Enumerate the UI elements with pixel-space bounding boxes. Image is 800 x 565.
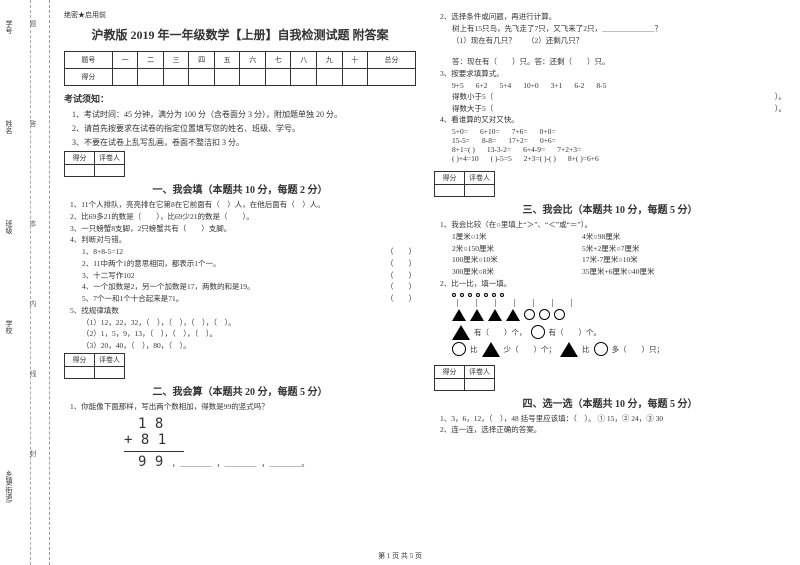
- notice-heading: 考试须知：: [64, 92, 416, 105]
- s1-q5: 5、找规律填数: [70, 306, 416, 316]
- s3-q2: 2、比一比，填一填。: [440, 279, 786, 289]
- s1-q4: 4、判断对与错。: [70, 235, 416, 245]
- page-footer: 第 1 页 共 5 页: [0, 551, 800, 561]
- gutter-label-class: 班级: [4, 220, 14, 234]
- s2-q2a: 树上有15只鸟，先飞走了7只，又飞来了2只，＿＿＿＿＿＿＿？: [452, 24, 786, 34]
- s1-q3: 3、一只螃蟹8支脚，2只螃蟹共有（ ）支脚。: [70, 224, 416, 234]
- section-4-title: 四、选一选（本题共 10 分，每题 5 分）: [434, 395, 786, 410]
- scorer-box-1: 得分评卷人: [64, 151, 125, 177]
- score-header-row: 题号 一 二 三 四 五 六 七 八 九 十 总分: [65, 52, 416, 69]
- triangle-icon: [452, 309, 466, 321]
- s2-q1: 1、你能像下面那样，写出两个数相加，得数是99的竖式吗？: [70, 402, 416, 412]
- scorer-box-2: 得分评卷人: [64, 353, 125, 379]
- column-right: 2、选择条件或问题，再进行计算。 树上有15只鸟，先飞走了7只，又飞来了2只，＿…: [434, 10, 786, 561]
- s2-q2: 2、选择条件或问题，再进行计算。: [440, 12, 786, 22]
- section-3-title: 三、我会比（本题共 10 分，每题 5 分）: [434, 201, 786, 216]
- score-table: 题号 一 二 三 四 五 六 七 八 九 十 总分 得分: [64, 51, 416, 86]
- secret-label: 绝密★启用前: [64, 10, 416, 20]
- s4-q1: 1、3，6，12，（ ），48 括号里应该填：（ ）。 ① 15，② 24，③ …: [440, 414, 786, 424]
- binding-gutter: 学号 题 姓名 答 班级 本 学校 内 线 乡镇(街道) 封: [0, 0, 50, 565]
- notice-1: 1、考试时间：45 分钟，满分为 100 分（含卷面分 3 分），附加题单独 2…: [72, 109, 416, 120]
- s3-q1: 1、我会比较（在○里填上“＞”、“＜”或“＝”）。: [440, 220, 786, 230]
- s2-q2b: （1）现在有几只？ （2）还剩几只？: [452, 36, 786, 46]
- circle-icon: [531, 325, 545, 339]
- section-2-title: 二、我会算（本题共 20 分，每题 5 分）: [64, 383, 416, 398]
- s1-q1: 1、11个人排队，亮亮排在它第8在它前面有（ ）人，在他后面有（ ）人。: [70, 200, 416, 210]
- s1-q5-b: （2）1，5，9，13，（ ），（ ），（ ）。: [82, 329, 416, 339]
- s2-q3: 3、按要求填算式。: [440, 69, 786, 79]
- gutter-label-school: 学校: [4, 320, 14, 334]
- s1-tf-3: 3、十二写作102（ ）: [82, 271, 416, 281]
- gutter-label-id: 学号: [4, 20, 14, 34]
- s1-q5-c: （3）20，40，（ ），80，（ ）。: [82, 341, 416, 351]
- s1-q2: 2、比69多21的数是（ ），比69少21的数是（ ）。: [70, 212, 416, 222]
- s2-q4: 4、看谁算的又对又快。: [440, 115, 786, 125]
- circle-icon: [524, 309, 535, 320]
- section-1-title: 一、我会填（本题共 10 分，每题 2 分）: [64, 181, 416, 196]
- shape-diagram: 有（ ）个， 有（ ）个。 比 少（ ）个； 比 多（ ）只；: [452, 293, 786, 357]
- notice-2: 2、请首先按要求在试卷的指定位置填写您的姓名、班级、学号。: [72, 123, 416, 134]
- s2-q3-exprs: 9+56+25+4 10+03+16-2 8-5: [452, 81, 786, 90]
- gutter-label-name: 姓名: [4, 120, 14, 134]
- paper-title: 沪教版 2019 年一年级数学【上册】自我检测试题 附答案: [64, 26, 416, 43]
- s1-tf-1: 1、8+8-5=12（ ）: [82, 247, 416, 257]
- score-value-row: 得分: [65, 69, 416, 86]
- column-left: 绝密★启用前 沪教版 2019 年一年级数学【上册】自我检测试题 附答案 题号 …: [64, 10, 416, 561]
- scorer-box-3: 得分评卷人: [434, 171, 495, 197]
- vertical-addition: 1 8 + 8 1 9 9 ，＿＿＿＿ ，＿＿＿＿ ，＿＿＿＿。: [124, 416, 416, 471]
- notice-3: 3、不要在试卷上乱写乱画，卷面不整洁扣 3 分。: [72, 137, 416, 148]
- s1-tf-5: 5、7个一和1个十合起来是71。（ ）: [82, 294, 416, 304]
- s1-tf-2: 2、11中两个1的意思相同，都表示1个一。（ ）: [82, 259, 416, 269]
- s1-q5-a: （1）12，22，32，（ ），（ ），（ ），（ ）。: [82, 318, 416, 328]
- gutter-label-town: 乡镇(街道): [4, 470, 14, 503]
- scorer-box-4: 得分评卷人: [434, 365, 495, 391]
- s2-answer: 答：现在有（ ）只。答：还剩（ ）只。: [452, 57, 786, 67]
- s1-tf-4: 4、一个加数是2，另一个加数是17，两数的和是19。（ ）: [82, 282, 416, 292]
- s4-q2: 2、连一连，选择正确的答案。: [440, 425, 786, 435]
- triangle-icon: [452, 325, 470, 340]
- main-content: 绝密★启用前 沪教版 2019 年一年级数学【上册】自我检测试题 附答案 题号 …: [50, 0, 800, 565]
